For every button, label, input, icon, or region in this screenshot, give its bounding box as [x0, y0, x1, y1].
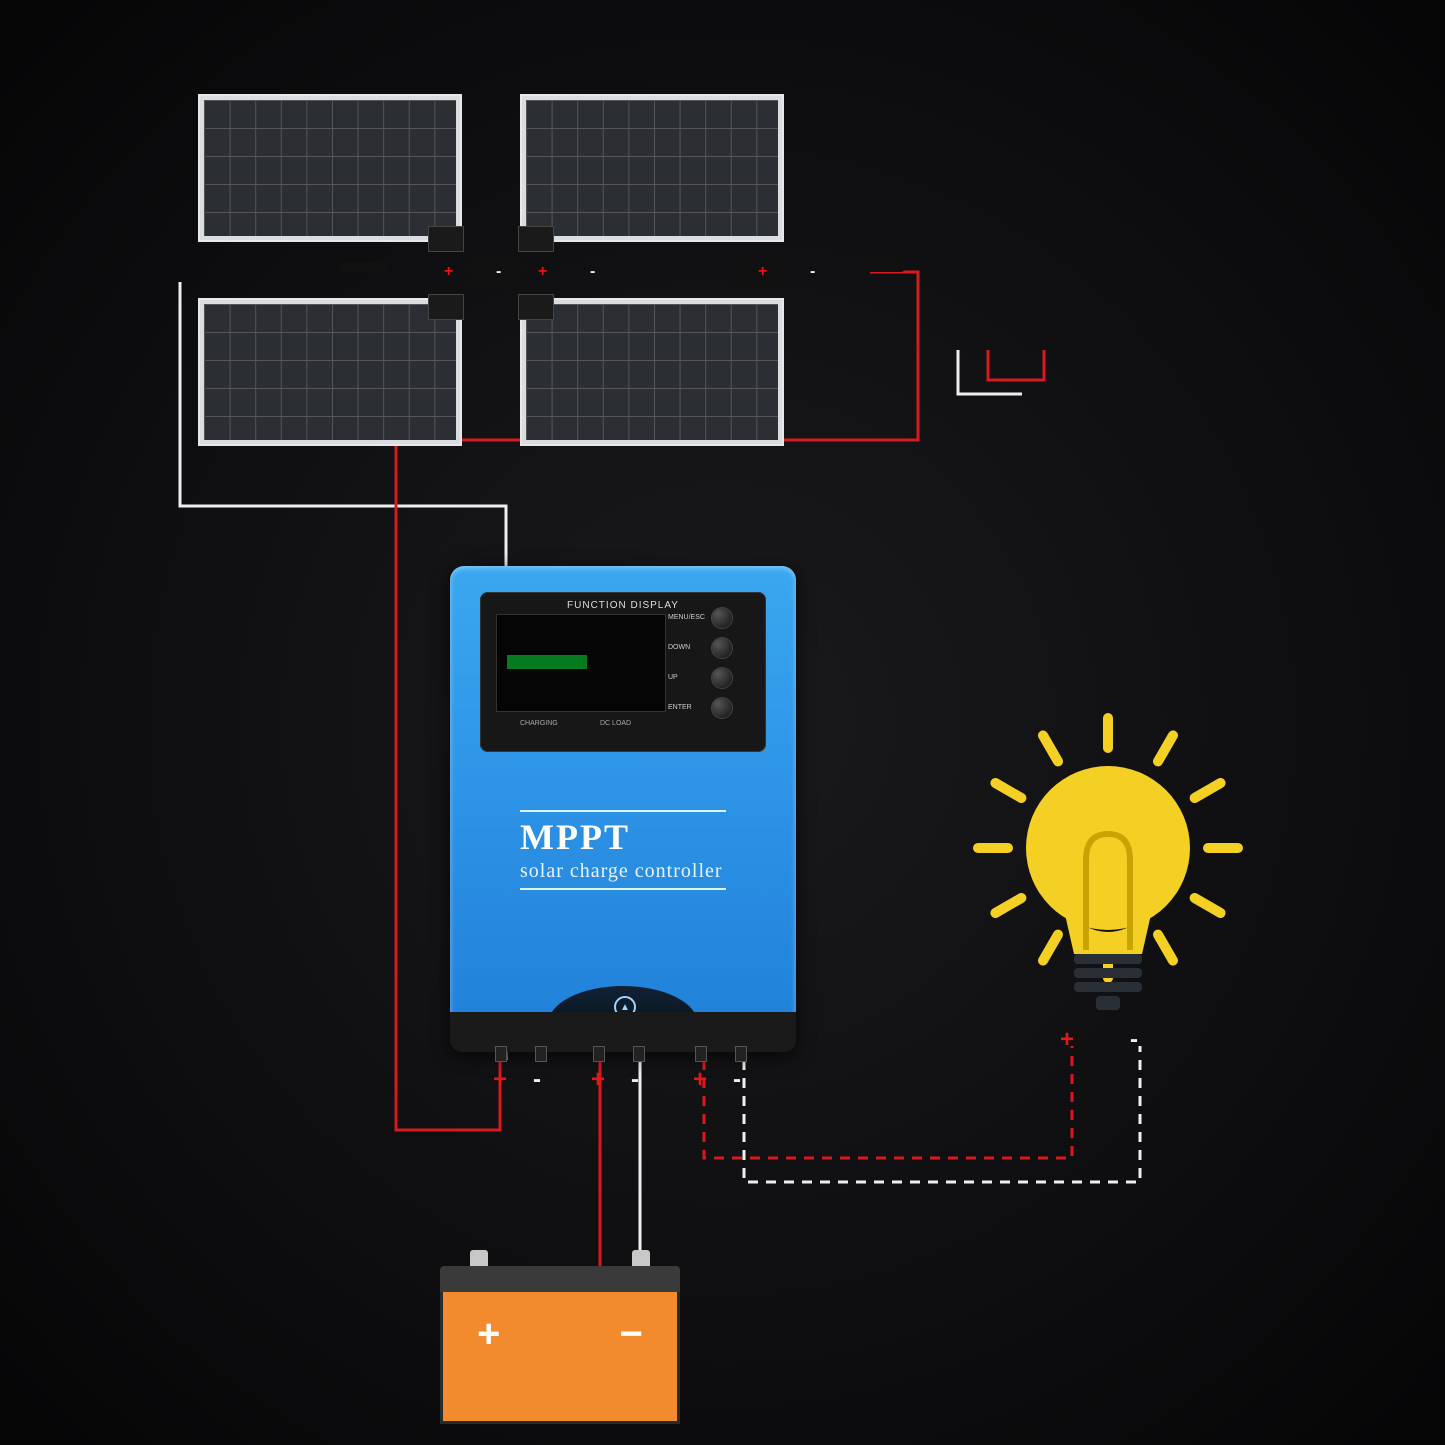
terminal-plus: + — [493, 1068, 507, 1092]
controller-terminal — [535, 1046, 547, 1062]
controller-lcd-screen — [496, 614, 666, 712]
controller-subtitle: solar charge controller — [520, 860, 723, 883]
load-terminal-plus: + — [1060, 1028, 1074, 1052]
mppt-controller: FUNCTION DISPLAY CHARGINGDC LOAD MENU/ES… — [450, 566, 796, 1052]
polarity-minus: - — [590, 264, 595, 280]
solar-panel — [198, 94, 462, 242]
controller-button — [712, 608, 732, 628]
controller-button — [712, 668, 732, 688]
title-rule-bottom — [520, 888, 726, 890]
terminal-minus: - — [733, 1068, 741, 1092]
controller-display-panel: FUNCTION DISPLAY CHARGINGDC LOAD MENU/ES… — [480, 592, 766, 752]
junction-box — [428, 294, 464, 320]
polarity-plus: + — [444, 264, 453, 280]
mc4-connector — [340, 262, 388, 272]
ctrl-to-load-neg — [744, 1046, 1140, 1182]
battery-lid — [440, 1266, 680, 1292]
controller-button — [712, 698, 732, 718]
controller-terminal — [695, 1046, 707, 1062]
polarity-minus: - — [810, 264, 815, 280]
polarity-plus: + — [538, 264, 547, 280]
controller-terminal — [495, 1046, 507, 1062]
junction-box — [428, 226, 464, 252]
terminal-plus: + — [591, 1068, 605, 1092]
indicator-label: DC LOAD — [600, 720, 631, 727]
mc4-connector — [858, 262, 906, 272]
terminal-plus: + — [693, 1068, 707, 1092]
title-rule-top — [520, 810, 726, 812]
controller-button-label: UP — [668, 674, 678, 681]
controller-terminal — [633, 1046, 645, 1062]
controller-title-mppt: MPPT — [520, 816, 630, 858]
battery-body: + − — [440, 1292, 680, 1424]
controller-button-label: MENU/ESC — [668, 614, 705, 621]
panel-interconnect — [958, 350, 1022, 394]
load-lightbulb — [958, 698, 1258, 1038]
polarity-minus: - — [496, 264, 501, 280]
diagram-stage: +-+-+- FUNCTION DISPLAY CHARGINGDC LOAD … — [0, 0, 1445, 1445]
lightbulb-icon — [958, 698, 1258, 1038]
controller-button — [712, 638, 732, 658]
solar-panel — [520, 298, 784, 446]
controller-terminal — [593, 1046, 605, 1062]
battery-plus-sign: + — [477, 1314, 500, 1354]
junction-box — [518, 294, 554, 320]
controller-button-label: ENTER — [668, 704, 692, 711]
polarity-plus: + — [758, 264, 767, 280]
battery: + − — [440, 1254, 680, 1414]
battery-minus-sign: − — [620, 1314, 643, 1354]
panel-interconnect — [988, 350, 1044, 380]
solar-panel — [520, 94, 784, 242]
ctrl-to-load-pos — [704, 1046, 1072, 1158]
load-terminal-minus: - — [1130, 1028, 1138, 1052]
indicator-label: CHARGING — [520, 720, 558, 727]
controller-terminal — [735, 1046, 747, 1062]
terminal-minus: - — [631, 1068, 639, 1092]
solar-panel — [198, 298, 462, 446]
controller-button-label: DOWN — [668, 644, 690, 651]
terminal-minus: - — [533, 1068, 541, 1092]
junction-box — [518, 226, 554, 252]
